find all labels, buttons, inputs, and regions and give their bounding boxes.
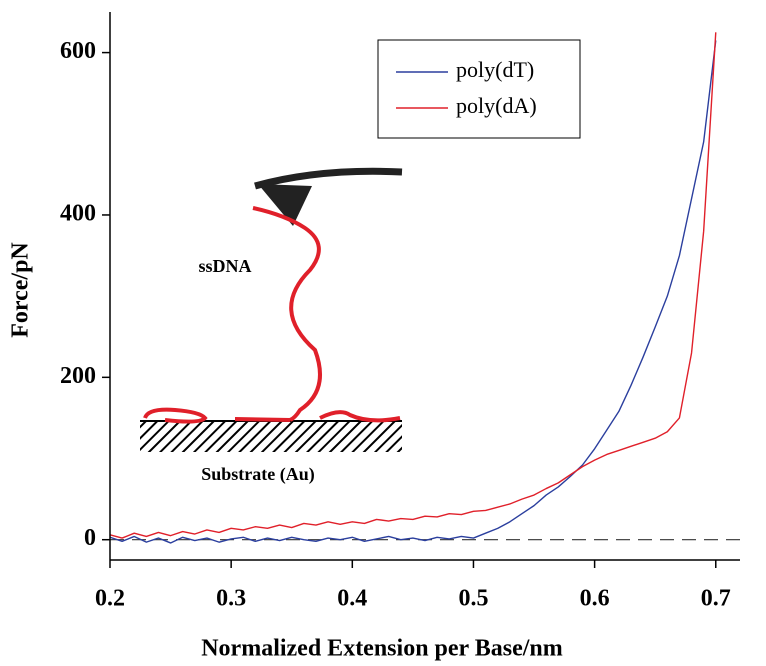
y-tick-label: 600 — [60, 38, 96, 64]
annotation: Substrate (Au) — [201, 464, 315, 485]
x-tick-label: 0.7 — [701, 586, 731, 612]
x-tick-label: 0.4 — [337, 586, 367, 612]
x-tick-label: 0.2 — [95, 586, 125, 612]
inset-cartoon — [140, 167, 403, 452]
x-axis-label: Normalized Extension per Base/nm — [201, 636, 563, 662]
x-tick-label: 0.5 — [458, 586, 488, 612]
y-tick-label: 400 — [60, 200, 96, 226]
x-tick-label: 0.6 — [580, 586, 610, 612]
y-axis-label: Force/pN — [8, 242, 34, 338]
cantilever — [254, 167, 403, 190]
data-line — [109, 40, 717, 544]
y-tick-label: 200 — [60, 363, 96, 389]
adsorbed-strand — [143, 407, 401, 424]
legend: poly(dT) poly(dA) — [377, 39, 581, 139]
y-tick-label: 0 — [84, 525, 96, 551]
x-tick-label: 0.3 — [216, 586, 246, 612]
legend-label: poly(dT) — [456, 57, 534, 82]
legend-label: poly(dA) — [456, 93, 537, 118]
substrate — [140, 421, 402, 452]
legend-box — [377, 39, 581, 139]
tip — [258, 184, 312, 226]
data-line — [109, 32, 717, 539]
ssdna-strand — [252, 206, 322, 422]
annotation: ssDNA — [198, 256, 251, 276]
